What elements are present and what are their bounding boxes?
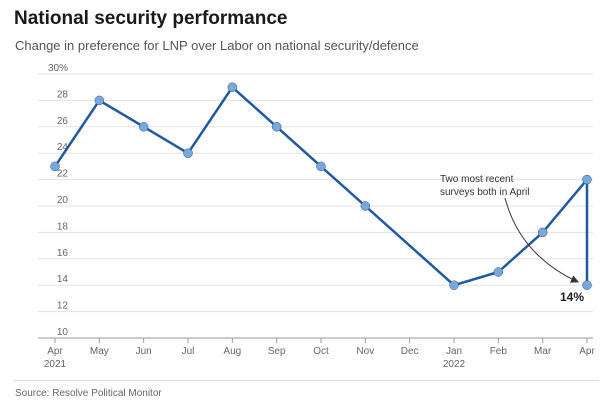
y-tick-label: 20	[57, 195, 69, 206]
annotation-arrow	[504, 197, 579, 283]
y-tick-label: 22	[57, 169, 69, 180]
data-point	[138, 122, 149, 132]
x-tick-label: Jun	[136, 346, 152, 357]
x-tick-label: Aug	[223, 346, 241, 357]
y-tick-label: 14	[57, 274, 69, 285]
x-tick-label: Mar	[534, 346, 552, 357]
y-tick-label: 28	[57, 89, 69, 100]
data-point	[582, 174, 592, 185]
data-point	[360, 201, 371, 211]
x-tick-label: Sep	[268, 346, 286, 357]
chart-subtitle: Change in preference for LNP over Labor …	[15, 38, 419, 53]
data-point	[227, 82, 238, 92]
source-note: Source: Resolve Political Monitor	[15, 388, 162, 399]
data-point	[449, 280, 459, 290]
annotation-line-2: surveys both in April	[440, 187, 530, 198]
annotation-group: Two most recent surveys both in April 14…	[440, 174, 584, 304]
data-point	[316, 161, 326, 172]
data-point	[271, 122, 282, 132]
y-tick-label: 30%	[48, 63, 68, 74]
y-axis-ticks: 10 12 14 16 18 20 22 24 26 28 30%	[48, 63, 68, 338]
data-point	[183, 148, 193, 158]
data-point	[537, 227, 548, 238]
y-tick-label: 10	[57, 327, 69, 338]
x-axis-ticks: Apr 2021 May Jun Jul Aug Sep Oct Nov Dec Jan 2022 Fe…	[44, 338, 595, 370]
gridlines	[38, 73, 593, 339]
x-tick-label: Dec	[401, 346, 419, 357]
x-tick-label: Oct	[313, 346, 329, 357]
x-tick-label: Apr	[47, 346, 63, 357]
y-tick-label: 16	[57, 248, 69, 259]
y-tick-label: 12	[57, 301, 69, 312]
data-point	[582, 280, 592, 290]
x-tick-label: Feb	[490, 346, 508, 357]
x-tick-label: Jan	[446, 346, 462, 357]
x-tick-year-label: 2021	[44, 359, 67, 370]
data-point	[493, 267, 504, 277]
x-tick-label: Apr	[579, 346, 595, 357]
data-point	[94, 95, 105, 106]
x-tick-year-label: 2022	[443, 359, 466, 370]
x-tick-label: Jul	[182, 346, 195, 357]
end-value-label: 14%	[560, 290, 584, 304]
y-tick-label: 18	[57, 221, 69, 232]
footer-divider	[14, 380, 599, 381]
x-tick-label: Nov	[356, 346, 374, 357]
annotation-line-1: Two most recent	[440, 174, 514, 185]
chart-title: National security performance	[14, 8, 288, 29]
y-tick-label: 24	[57, 142, 69, 153]
x-tick-label: May	[90, 346, 109, 357]
y-tick-label: 26	[57, 116, 69, 127]
data-point	[50, 161, 60, 172]
data-markers	[50, 82, 592, 290]
